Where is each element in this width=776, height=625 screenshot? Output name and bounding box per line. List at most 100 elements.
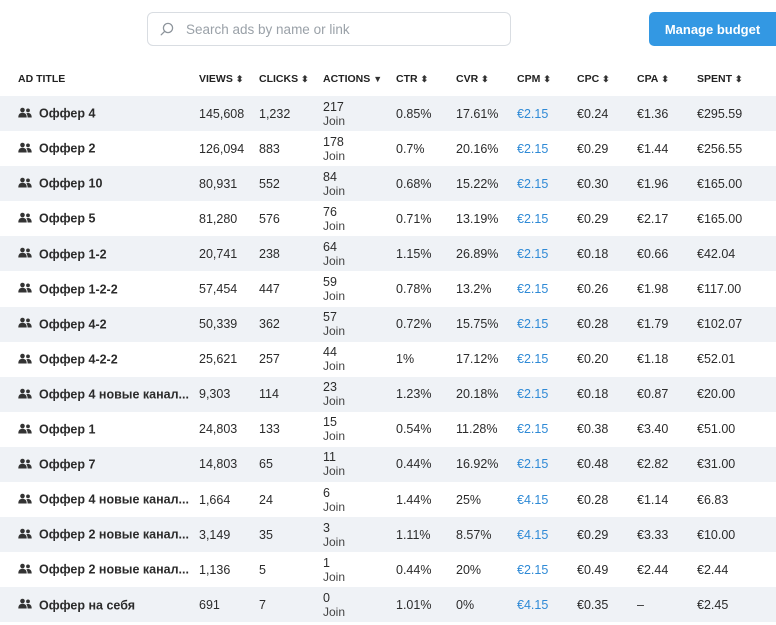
ad-title-cell[interactable]: Оффер 1 [0,412,199,447]
table-row[interactable]: Оффер 5 81,280 576 76 Join 0.71% 13.19% €2.15 €0… [0,201,776,236]
ad-title[interactable]: Оффер 2 новые канал... [39,528,189,543]
clicks-cell: 133 [259,422,280,437]
actions-count: 59 [323,275,337,290]
ad-title[interactable]: Оффер 1-2-2 [39,282,118,297]
cpm-cell[interactable]: €2.15 [517,306,577,342]
cvr-cell: 15.75% [456,306,517,342]
ad-title-cell[interactable]: Оффер 2 [0,131,199,166]
col-header-actions[interactable]: ACTIONS ▼ [323,62,396,96]
ad-title-cell[interactable]: Оффер 2 новые канал... [0,517,199,553]
cpm-cell[interactable]: €4.15 [517,517,577,553]
actions-label: Join [323,289,346,304]
ad-title-cell[interactable]: Оффер на себя [0,587,199,623]
cpm-cell[interactable]: €2.15 [517,446,577,483]
cpm-cell[interactable]: €2.15 [517,236,577,272]
ad-title[interactable]: Оффер 4 новые канал... [39,492,189,507]
ad-title-cell[interactable]: Оффер 7 [0,446,199,483]
cpm-cell[interactable]: €4.15 [517,587,577,623]
ad-title-cell[interactable]: Оффер 5 [0,201,199,236]
cpm-cell[interactable]: €4.15 [517,492,549,507]
ctr-cell: 1.44% [396,492,432,507]
cpc-cell: €0.29 [577,211,609,226]
table-row[interactable]: Оффер 4 новые канал... 9,303 114 23 Join 1.23… [0,376,776,412]
cpm-cell[interactable]: €2.15 [517,166,577,202]
table-row[interactable]: Оффер 1-2-2 57,454 447 59 Join 0.78% 13.2% €2.1… [0,271,776,306]
spent-cell: €165.00 [697,211,743,226]
actions-count: 217 [323,99,344,114]
cpm-cell[interactable]: €2.15 [517,282,549,297]
col-header-spent[interactable]: SPENT ⬍ [697,62,776,96]
ad-title-cell[interactable]: Оффер 4 новые канал... [0,482,199,517]
cpa-cell: €1.18 [637,352,669,367]
ad-title[interactable]: Оффер 4-2-2 [39,352,118,367]
ad-title[interactable]: Оффер 4 новые канал... [39,387,189,402]
cpm-cell[interactable]: €2.15 [517,96,577,132]
ad-title-cell[interactable]: Оффер 4-2-2 [0,342,199,377]
ad-title[interactable]: Оффер 2 новые канал... [39,563,189,578]
ad-title-cell[interactable]: Оффер 4 новые канал... [0,376,199,412]
views-cell: 691 [199,587,259,623]
manage-budget-button[interactable]: Manage budget [649,12,776,46]
col-header-cvr[interactable]: CVR ⬍ [456,62,517,96]
ad-title-cell[interactable]: Оффер 10 [0,166,199,202]
spent-cell: €42.04 [697,236,776,272]
table-row[interactable]: Оффер 2 126,094 883 178 Join 0.7% 20.16% €2.15 €… [0,131,776,166]
audience-icon [18,177,32,191]
table-row[interactable]: Оффер 10 80,931 552 84 Join 0.68% 15.22% €2.15 €… [0,166,776,202]
ad-title[interactable]: Оффер 1-2 [39,247,107,262]
ad-title-cell[interactable]: Оффер 2 новые канал... [0,552,199,587]
col-header-ctr[interactable]: CTR ⬍ [396,62,456,96]
ad-title[interactable]: Оффер на себя [39,598,136,613]
search-input[interactable] [184,20,488,38]
ctr-cell: 1.23% [396,376,456,412]
table-row[interactable]: Оффер 1 24,803 133 15 Join 0.54% 11.28% €2.15 €0… [0,412,776,447]
cpm-cell[interactable]: €2.15 [517,211,549,226]
table-row[interactable]: Оффер 4-2 50,339 362 57 Join 0.72% 15.75% €2.15… [0,306,776,342]
table-row[interactable]: Оффер 7 14,803 65 11 Join 0.44% 16.92% €2.15 €0.… [0,446,776,483]
cvr-cell: 20% [456,562,482,577]
cpm-cell[interactable]: €2.15 [517,141,549,156]
cpm-cell[interactable]: €2.15 [517,376,577,412]
ad-title[interactable]: Оффер 2 [39,141,96,156]
col-header-clicks[interactable]: CLICKS ⬍ [259,62,323,96]
table-row[interactable]: Оффер 4 новые канал... 1,664 24 6 Join 1.44% 2… [0,482,776,517]
ad-title[interactable]: Оффер 4-2 [39,317,107,332]
table-row[interactable]: Оффер 2 новые канал... 1,136 5 1 Join 0.44% 20… [0,552,776,587]
cpm-cell[interactable]: €2.15 [517,562,549,577]
table-row[interactable]: Оффер 2 новые канал... 3,149 35 3 Join 1.11% 8… [0,517,776,553]
col-header-views[interactable]: VIEWS ⬍ [199,62,259,96]
cpm-cell[interactable]: €2.15 [517,352,549,367]
views-cell: 80,931 [199,166,259,202]
actions-label: Join [323,359,346,374]
cvr-cell: 20.18% [456,376,517,412]
cvr-cell: 15.22% [456,166,517,202]
audience-icon [18,458,32,472]
views-cell: 1,136 [199,562,231,577]
table-row[interactable]: Оффер на себя 691 7 0 Join 1.01% 0% €4.15 €0.35–… [0,587,776,623]
audience-icon [18,563,32,577]
col-header-cpm[interactable]: CPM ⬍ [517,62,577,96]
actions-count: 11 [323,450,336,465]
actions-cell: 59 Join [323,271,396,306]
ad-title[interactable]: Оффер 1 [39,422,96,437]
ads-table: AD TITLE VIEWS ⬍ CLICKS ⬍ ACTIONS ▼ CTR ⬍ CV… [0,62,776,623]
ctr-cell: 0.78% [396,282,432,297]
col-header-cpa[interactable]: CPA ⬍ [637,62,697,96]
ad-title[interactable]: Оффер 7 [39,457,96,472]
ad-title-cell[interactable]: Оффер 4-2 [0,306,199,342]
cpm-cell[interactable]: €2.15 [517,422,549,437]
table-row[interactable]: Оффер 4-2-2 25,621 257 44 Join 1% 17.12% €2.15 €… [0,342,776,377]
ad-title-cell[interactable]: Оффер 4 [0,96,199,132]
actions-count: 3 [323,520,330,535]
table-row[interactable]: Оффер 1-2 20,741 238 64 Join 1.15% 26.89% €2.15… [0,236,776,272]
search-box[interactable] [147,12,511,46]
ad-title[interactable]: Оффер 5 [39,212,96,227]
ad-title[interactable]: Оффер 4 [39,106,96,121]
col-header-cpc[interactable]: CPC ⬍ [577,62,637,96]
table-row[interactable]: Оффер 4 145,608 1,232 217 Join 0.85% 17.61% €2.… [0,96,776,132]
ad-title-cell[interactable]: Оффер 1-2-2 [0,271,199,306]
actions-count: 76 [323,204,337,219]
ad-title-cell[interactable]: Оффер 1-2 [0,236,199,272]
ad-title[interactable]: Оффер 10 [39,177,103,192]
actions-count: 84 [323,169,337,184]
